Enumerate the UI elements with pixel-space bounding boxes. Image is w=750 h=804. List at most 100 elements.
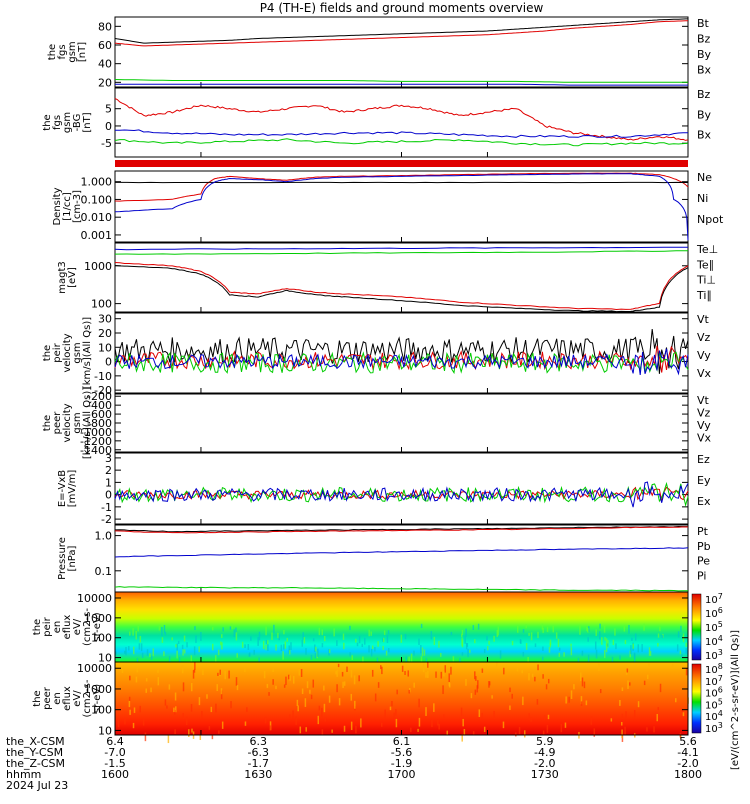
spectrogram-pixel bbox=[556, 632, 558, 638]
spectrogram-pixel bbox=[178, 641, 180, 644]
spectrogram-pixel bbox=[421, 624, 423, 628]
y-tick-label: 5 bbox=[105, 103, 112, 116]
spectrogram-pixel bbox=[443, 714, 445, 718]
spectrogram-pixel bbox=[150, 688, 152, 693]
spectrogram-pixel bbox=[553, 626, 555, 632]
spectrogram-pixel bbox=[273, 625, 275, 633]
spectrogram-pixel bbox=[461, 708, 463, 716]
legend-label: Vt bbox=[697, 394, 710, 407]
y-tick-label: 10000 bbox=[77, 662, 112, 675]
spectrogram-pixel bbox=[586, 627, 588, 631]
spectrogram-pixel bbox=[163, 651, 165, 656]
spectrogram-pixel bbox=[267, 684, 269, 688]
spectrogram-pixel bbox=[299, 669, 301, 676]
spectrogram-pixel bbox=[396, 690, 398, 695]
spectrogram-pixel bbox=[319, 628, 321, 635]
spectrogram-pixel bbox=[484, 727, 486, 732]
spectrogram-pixel bbox=[342, 672, 344, 677]
spectrogram-pixel bbox=[594, 728, 596, 736]
spectrogram-pixel bbox=[368, 645, 370, 652]
legend-label: Pb bbox=[697, 540, 711, 553]
spectrogram-pixel bbox=[383, 638, 385, 642]
panel-frame bbox=[115, 453, 688, 524]
spectrogram-pixel bbox=[265, 627, 267, 636]
spectrogram-pixel bbox=[461, 637, 463, 645]
spectrogram-pixel bbox=[248, 644, 250, 650]
legend-label: Ne bbox=[697, 171, 712, 184]
spectrogram-pixel bbox=[587, 637, 589, 641]
spectrogram-pixel bbox=[464, 636, 466, 644]
spectrogram-pixel bbox=[537, 632, 539, 638]
series-line-Pt bbox=[115, 527, 688, 532]
spectrogram-pixel bbox=[658, 707, 660, 710]
y-tick-label: 40 bbox=[98, 58, 112, 71]
spectrogram-pixel bbox=[129, 701, 131, 707]
legend-label: Te∥ bbox=[696, 258, 714, 271]
spectrogram-pixel bbox=[619, 700, 621, 706]
spectrogram-pixel bbox=[182, 665, 184, 673]
spectrogram-pixel bbox=[611, 718, 613, 721]
panel-frame bbox=[115, 525, 688, 592]
spectrogram-pixel bbox=[496, 662, 498, 668]
spectrogram-pixel bbox=[284, 684, 286, 687]
spectrogram-pixel bbox=[315, 653, 317, 658]
y-axis-label: [nPa] bbox=[67, 545, 78, 571]
spectrogram-pixel bbox=[319, 706, 321, 711]
y-tick-label: 1.000 bbox=[81, 176, 113, 189]
spectrogram-pixel bbox=[351, 694, 353, 701]
spectrogram-pixel bbox=[329, 649, 331, 653]
spectrogram-pixel bbox=[290, 642, 292, 650]
spectrogram-pixel bbox=[371, 649, 373, 657]
y-axis-label: sr-eV) bbox=[92, 612, 103, 641]
spectrogram-pixel bbox=[683, 712, 685, 716]
legend-label: Vz bbox=[697, 407, 711, 420]
spectrogram-pixel bbox=[582, 678, 584, 687]
spectrogram-pixel bbox=[628, 625, 630, 634]
spectrogram-pixel bbox=[619, 655, 621, 659]
legend-label: Te⊥ bbox=[696, 243, 718, 256]
spectrogram-pixel bbox=[614, 628, 616, 635]
legend-label: Pi bbox=[697, 569, 706, 582]
spectrogram-pixel bbox=[275, 686, 277, 689]
panel-frame bbox=[115, 394, 688, 452]
y-axis-label: [km/s](All Qs)] bbox=[82, 387, 93, 459]
spectrogram-pixel bbox=[175, 644, 177, 647]
spectrogram-pixel bbox=[511, 694, 513, 699]
spectrogram-pixel bbox=[228, 671, 230, 679]
spectrogram-pixel bbox=[478, 624, 480, 630]
spectrogram-pixel bbox=[528, 673, 530, 680]
spectrogram-pixel bbox=[546, 684, 548, 689]
spectrogram-pixel bbox=[475, 676, 477, 681]
spectrogram-pixel bbox=[159, 626, 161, 631]
spectrogram-pixel bbox=[526, 643, 528, 650]
spectrogram-pixel bbox=[166, 705, 168, 708]
spectrogram-pixel bbox=[425, 672, 427, 678]
spectrogram bbox=[115, 592, 688, 662]
spectrogram-pixel bbox=[433, 703, 435, 712]
spectrogram-pixel bbox=[295, 716, 297, 725]
spectrogram-pixel bbox=[221, 642, 223, 649]
spectrogram-pixel bbox=[313, 638, 315, 641]
spectrogram-pixel bbox=[568, 697, 570, 703]
spectrogram-pixel bbox=[372, 670, 374, 677]
spectrogram-pixel bbox=[211, 707, 213, 712]
y-axis-label: sr-eV) bbox=[92, 684, 103, 713]
spectrogram-pixel bbox=[604, 650, 606, 658]
spectrogram-pixel bbox=[482, 669, 484, 673]
spectrogram-pixel bbox=[388, 630, 390, 634]
spectrogram-pixel bbox=[401, 635, 403, 643]
spectrogram-pixel bbox=[191, 655, 193, 662]
spectrogram-pixel bbox=[182, 649, 184, 655]
spectrogram-pixel bbox=[595, 641, 597, 649]
spectrogram-pixel bbox=[643, 624, 645, 631]
y-tick-label: -1 bbox=[101, 501, 112, 514]
legend-label: Ex bbox=[697, 495, 711, 508]
spectrogram-pixel bbox=[629, 682, 631, 685]
spectrogram-pixel bbox=[579, 626, 581, 635]
spectrogram-pixel bbox=[634, 710, 636, 718]
spectrogram-pixel bbox=[230, 626, 232, 629]
